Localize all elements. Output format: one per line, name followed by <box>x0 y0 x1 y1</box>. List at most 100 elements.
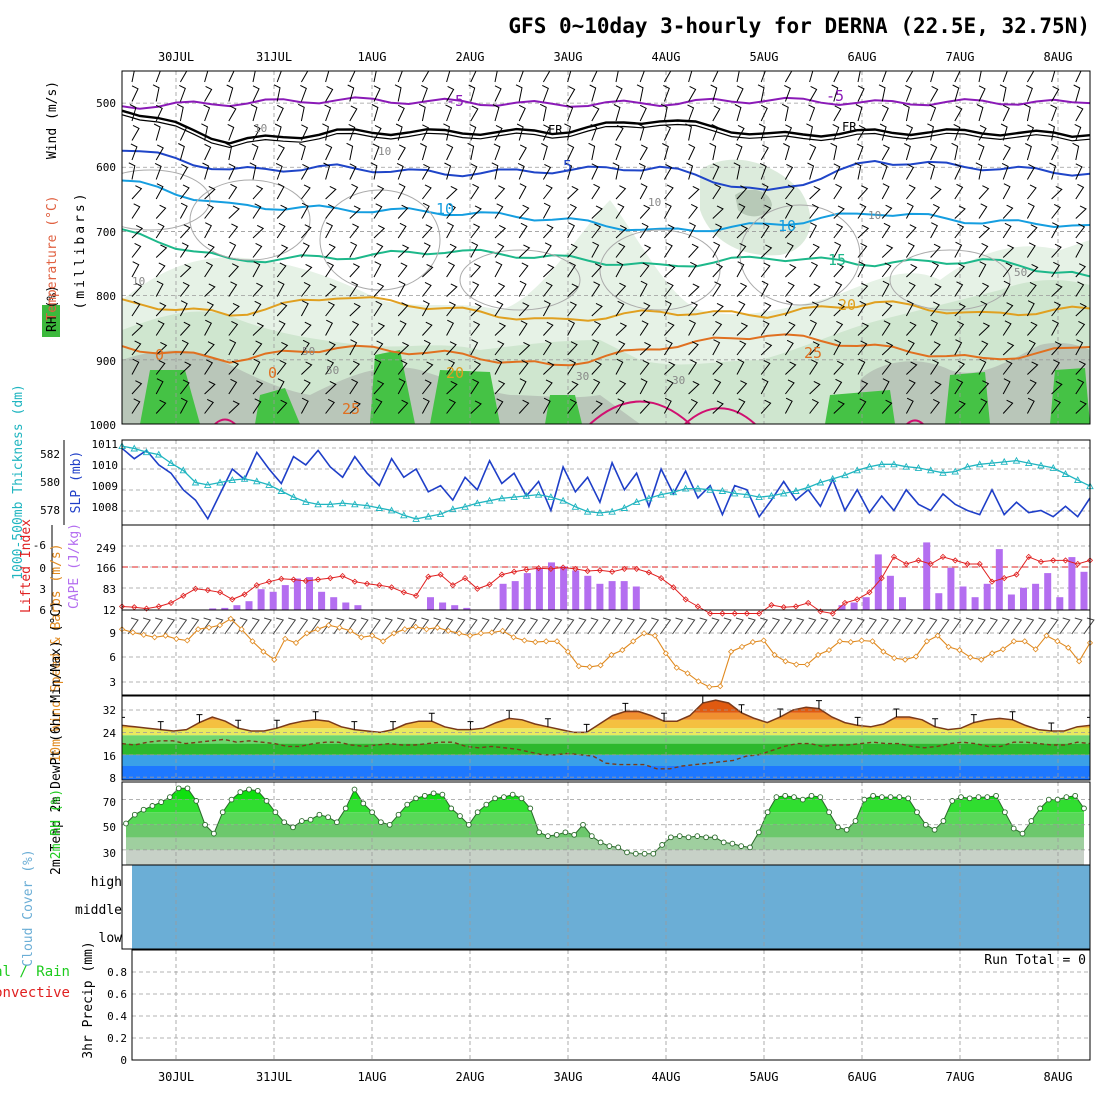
rh-point <box>773 794 780 800</box>
wind-barb <box>204 85 213 102</box>
date-label: 5AUG <box>750 50 779 64</box>
wind-barb <box>1026 242 1036 258</box>
wind-barb <box>349 360 361 375</box>
wind-barb <box>688 185 700 200</box>
contour-label: -5 <box>446 92 464 110</box>
wind-barb <box>736 398 746 414</box>
cape-bar <box>233 605 241 610</box>
wind-barb <box>1002 262 1013 278</box>
date-label: 5AUG <box>750 1070 779 1084</box>
wind-barb <box>373 358 382 375</box>
rh2m-label: 2m RH (%) <box>49 789 64 859</box>
wind-barb <box>1027 263 1039 278</box>
rh-point <box>949 798 956 804</box>
wind-barb <box>301 321 312 336</box>
wind-barb <box>252 340 263 356</box>
wind-barb <box>636 84 644 102</box>
wind-barb <box>490 617 502 635</box>
cape-bar <box>439 602 447 610</box>
wind-speed-point <box>880 648 887 655</box>
wind-barb <box>227 123 235 141</box>
contour-label: 15 <box>828 251 846 269</box>
wind-barb <box>591 302 603 317</box>
wind-barb <box>663 397 672 414</box>
wind-barb <box>760 302 772 317</box>
wind-barb <box>349 205 361 219</box>
wind-barb <box>1075 360 1087 375</box>
wind-barb <box>446 341 457 356</box>
rh-point <box>413 795 419 802</box>
contour-label: 25 <box>804 344 822 362</box>
wind-barb <box>188 617 200 635</box>
wind-barb <box>373 380 385 395</box>
wind-barb <box>881 183 890 200</box>
wind-barb <box>494 185 506 200</box>
wind-barb <box>977 143 985 161</box>
wind-barb <box>591 378 601 395</box>
cape-bar <box>342 602 350 610</box>
wind-barb <box>397 144 406 161</box>
contour-label: 0 <box>268 364 277 382</box>
cape-bar <box>596 583 604 610</box>
rh-point <box>483 801 490 808</box>
wind-barb <box>446 283 458 297</box>
wind-barb <box>276 244 289 258</box>
wind-barb <box>202 162 210 180</box>
thickness-point <box>632 497 641 505</box>
thickness-point <box>743 490 751 498</box>
wind-barb <box>494 380 506 395</box>
li-point <box>437 571 444 578</box>
y-tick-label: 1000 <box>90 419 117 432</box>
rh-point <box>729 840 736 847</box>
wind-barb <box>397 71 403 83</box>
wind-barb <box>179 300 188 317</box>
contour-line <box>122 149 1090 192</box>
wind-barb <box>567 185 579 200</box>
wind-barb <box>349 263 361 278</box>
rh-point <box>826 809 832 816</box>
wind-barb <box>347 84 355 102</box>
wind-barb <box>809 71 814 83</box>
wind-barb <box>1075 105 1084 122</box>
wind-barb <box>612 162 620 180</box>
cape-bar <box>971 597 979 610</box>
wind-barb <box>421 71 430 83</box>
wind-barb <box>470 71 477 83</box>
li-point <box>988 578 996 585</box>
wind-barb <box>954 71 961 83</box>
cape-bar <box>935 593 943 610</box>
date-label: 7AUG <box>946 1070 975 1084</box>
wind-barb <box>252 124 261 141</box>
wind-barb <box>1050 104 1058 122</box>
wind-barb <box>954 320 965 336</box>
wind-barb <box>228 378 238 395</box>
wind-speed-point <box>858 637 865 644</box>
wind-barb <box>494 340 505 356</box>
wind-barb <box>783 143 790 161</box>
minmax-bar <box>932 718 939 727</box>
temp2m-yaxis: 8 16 24 32 <box>103 704 117 785</box>
wind-barb <box>346 142 354 161</box>
wind-barb <box>518 104 526 122</box>
li-point <box>1001 575 1008 582</box>
wind-barb <box>567 301 577 317</box>
wind-speed-point <box>314 626 321 633</box>
precip-frame <box>131 949 1091 1061</box>
wind-barb <box>228 320 239 336</box>
wind-barb <box>756 617 769 635</box>
wind-barb <box>1075 320 1086 336</box>
thickness-point <box>755 493 763 501</box>
thickness-point <box>1073 476 1082 484</box>
y-tick-label: 578 <box>40 504 60 517</box>
y-tick-label: 83 <box>103 583 116 596</box>
li-point <box>841 599 849 606</box>
thickness-point <box>424 512 433 520</box>
wind-barb <box>492 104 500 122</box>
wind-speed-point <box>836 638 843 645</box>
wind-barb <box>881 378 890 395</box>
wind-speed-point <box>738 643 746 650</box>
wind-barb <box>978 282 990 297</box>
wind-barb <box>325 185 337 200</box>
wind-barb <box>565 162 573 180</box>
thickness-point <box>828 474 837 482</box>
